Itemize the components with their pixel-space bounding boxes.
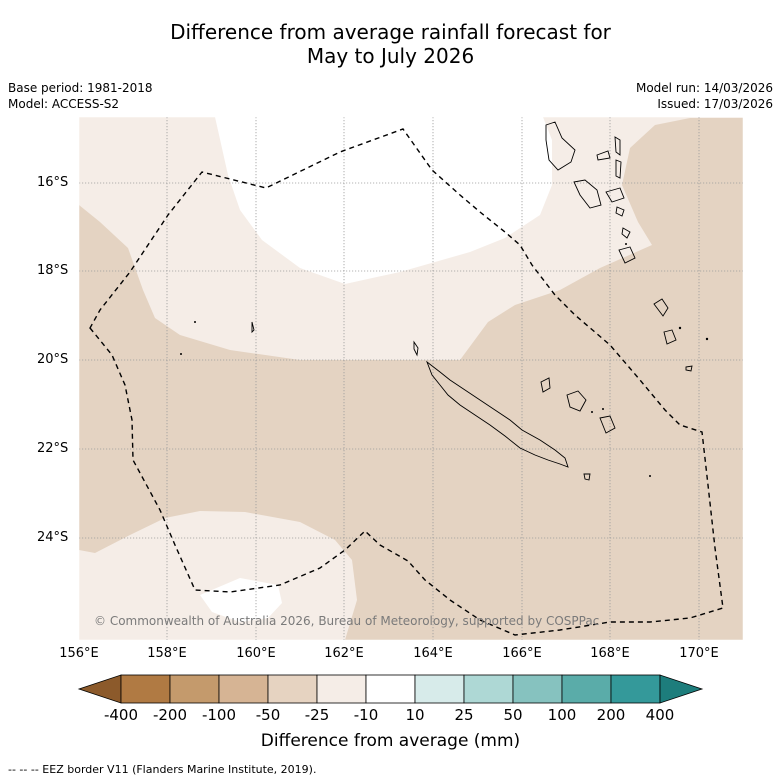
lat-tick: 24°S (37, 530, 69, 545)
colorbar-label: 50 (503, 706, 523, 724)
colorbar-segment (365, 674, 416, 704)
colorbar-arrow-left (77, 674, 122, 704)
island-lifou (566, 390, 587, 412)
region-normal-southwest (200, 578, 282, 622)
island-vanuatu-pentecost (614, 136, 621, 156)
colorbar-segment (169, 674, 220, 704)
island-chesterfield-1 (251, 321, 255, 334)
colorbar-label: 200 (596, 706, 626, 724)
colorbar-title: Difference from average (mm) (260, 731, 521, 751)
graticule (79, 117, 743, 640)
lat-tick: 16°S (37, 175, 69, 190)
map-frame (78, 116, 744, 641)
island-ouvea (540, 377, 551, 393)
island-vanuatu-efate (605, 187, 625, 203)
island-new-caledonia (426, 360, 569, 468)
eez-border (89, 128, 724, 636)
colorbar-arrow-right (659, 674, 704, 704)
chart-title: Difference from average rainfall forecas… (0, 20, 781, 68)
colorbar-segment (120, 674, 171, 704)
colorbar-segment (316, 674, 367, 704)
lon-tick: 158°E (147, 646, 187, 661)
island-vanuatu-erromango (621, 227, 631, 239)
island-vanuatu-ambae (596, 150, 611, 161)
colorbar-label: -400 (103, 706, 139, 724)
island-mare (599, 415, 616, 434)
title-line-1: Difference from average rainfall forecas… (170, 20, 611, 44)
island-hunter (663, 329, 677, 345)
lon-tick: 168°E (590, 646, 630, 661)
small-islets (180, 243, 709, 477)
model-name: Model: ACCESS-S2 (8, 97, 120, 111)
colorbar-segment (267, 674, 318, 704)
colorbar-segment (414, 674, 465, 704)
map-area (79, 117, 743, 640)
colorbar-label: 400 (645, 706, 675, 724)
region-normal-north (215, 117, 552, 284)
island-matthew (653, 298, 669, 317)
lon-tick: 156°E (59, 646, 99, 661)
colorbar-label: -200 (152, 706, 188, 724)
colorbar-segment (218, 674, 269, 704)
lon-tick: 170°E (679, 646, 719, 661)
region-near-average-southwest (79, 511, 357, 640)
base-period: Base period: 1981-2018 (8, 81, 153, 95)
island-vanuatu-tanna (618, 246, 636, 264)
copyright-notice: © Commonwealth of Australia 2026, Bureau… (94, 614, 600, 628)
island-vanuatu-maewo (615, 159, 622, 179)
lon-tick: 164°E (413, 646, 453, 661)
meta-right: Model run: 14/03/2026 Issued: 17/03/2026 (636, 80, 773, 112)
colorbar-label: 100 (547, 706, 577, 724)
colorbar-label: 10 (405, 706, 425, 724)
eez-footnote: -- -- -- EEZ border V11 (Flanders Marine… (8, 763, 317, 776)
island-vanuatu-espiritu (545, 121, 576, 171)
coastlines (251, 121, 693, 481)
lat-tick: 20°S (37, 352, 69, 367)
colorbar-segment (512, 674, 563, 704)
island-vanuatu-small (615, 206, 625, 217)
title-line-2: May to July 2026 (306, 44, 475, 68)
issued-date: Issued: 17/03/2026 (657, 97, 773, 111)
colorbar-label: -25 (304, 706, 330, 724)
colorbar-segment (561, 674, 612, 704)
colorbar-label: -50 (255, 706, 281, 724)
lon-tick: 160°E (236, 646, 276, 661)
island-small-1 (583, 473, 591, 481)
lon-tick: 162°E (324, 646, 364, 661)
island-vanuatu-malekula (573, 179, 602, 209)
lon-tick: 166°E (502, 646, 542, 661)
meta-left: Base period: 1981-2018 Model: ACCESS-S2 (8, 80, 153, 112)
colorbar-segment (610, 674, 661, 704)
lat-tick: 18°S (37, 263, 69, 278)
colorbar-label: 25 (454, 706, 474, 724)
region-corner (700, 632, 743, 640)
colorbar-segment (463, 674, 514, 704)
lat-tick: 22°S (37, 441, 69, 456)
colorbar (77, 674, 704, 704)
model-run: Model run: 14/03/2026 (635, 81, 773, 95)
colorbar-label: -100 (201, 706, 237, 724)
colorbar-label: -10 (353, 706, 379, 724)
island-belep (413, 340, 419, 357)
island-walpole (685, 365, 693, 372)
